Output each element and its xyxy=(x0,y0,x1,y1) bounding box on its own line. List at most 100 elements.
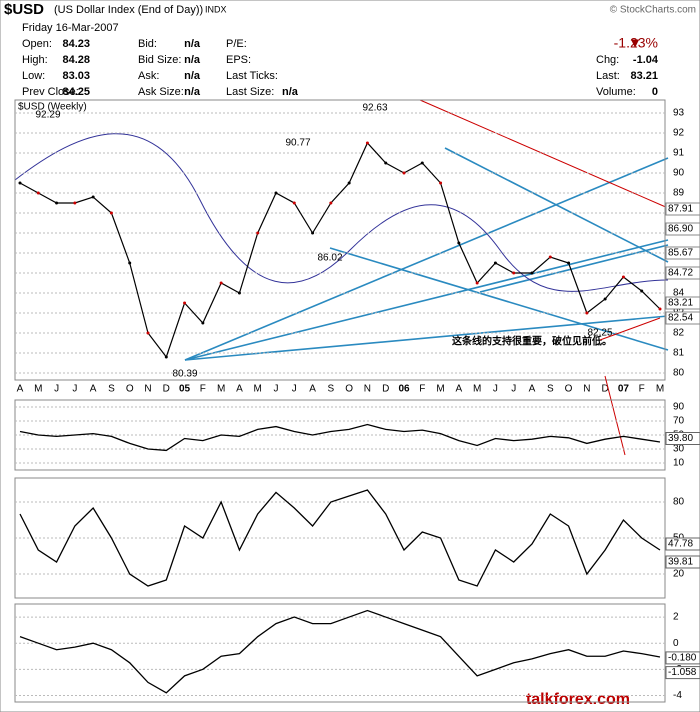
x-tick-label: O xyxy=(565,384,573,395)
x-tick-label: J xyxy=(292,384,297,395)
field-label: Last: xyxy=(596,70,620,82)
note: 这条线的支持很重要，破位见前低。 xyxy=(452,335,612,348)
y-tick-label: 80 xyxy=(673,497,685,508)
watermark: talkforex.com xyxy=(526,691,630,708)
price-point xyxy=(164,355,168,359)
price-point xyxy=(530,271,534,275)
price-label-box xyxy=(665,296,700,310)
price-point xyxy=(274,191,278,195)
price-point xyxy=(55,201,59,205)
annotation: 82.25 xyxy=(587,328,612,339)
field-label: EPS: xyxy=(226,54,251,66)
x-tick-label: N xyxy=(144,384,151,395)
field-value: n/a xyxy=(282,86,299,98)
field-value: 83.21 xyxy=(630,70,658,82)
price-point xyxy=(183,301,187,305)
title: $USD xyxy=(4,1,44,18)
x-tick-label: J xyxy=(274,384,279,395)
price-point xyxy=(201,321,205,325)
last-label-box xyxy=(665,537,700,551)
field-value: n/a xyxy=(184,70,201,82)
x-tick-label: F xyxy=(639,384,645,395)
x-tick-label: O xyxy=(126,384,134,395)
field-label: Ask Size: xyxy=(138,86,184,98)
x-tick-label: A xyxy=(17,384,24,395)
last-label-box xyxy=(665,666,700,680)
price-label-box xyxy=(665,266,700,280)
price-point xyxy=(439,181,443,185)
field-label: Ask: xyxy=(138,70,159,82)
x-tick-label: M xyxy=(254,384,262,395)
field-label: Low: xyxy=(22,70,45,82)
price-point xyxy=(621,275,625,279)
field-label: Bid: xyxy=(138,38,157,50)
price-point xyxy=(329,201,333,205)
price-point xyxy=(585,311,589,315)
x-tick-label: 05 xyxy=(179,384,191,395)
y-tick-label: 90 xyxy=(673,402,685,413)
long-ma xyxy=(419,99,669,209)
price-point xyxy=(256,231,260,235)
x-tick-label: N xyxy=(583,384,590,395)
y-tick-label: 91 xyxy=(673,148,685,159)
annotation: 86.02 xyxy=(317,253,342,264)
price-point xyxy=(548,255,552,259)
x-tick-label: 07 xyxy=(618,384,630,395)
x-tick-label: S xyxy=(108,384,115,395)
x-tick-label: M xyxy=(217,384,225,395)
x-tick-label: M xyxy=(656,384,664,395)
series-line xyxy=(19,423,661,452)
price-label: 85.67 xyxy=(668,248,693,259)
last-label: 39.81 xyxy=(668,557,693,568)
panel-title: $USD (Weekly) xyxy=(18,102,87,113)
last-label-box xyxy=(665,555,700,569)
price-point xyxy=(146,331,150,335)
moving-average xyxy=(14,133,669,292)
field-label: Last Ticks: xyxy=(226,70,278,82)
field-label: Prev Close: xyxy=(22,86,79,98)
price-point xyxy=(237,291,241,295)
field-value: 83.03 xyxy=(62,70,90,82)
price-label-box xyxy=(665,222,700,236)
change: -1.23% xyxy=(614,35,658,51)
series-line xyxy=(19,489,661,587)
x-tick-label: J xyxy=(54,384,59,395)
price-point xyxy=(36,191,40,195)
subtitle: (US Dollar Index (End of Day)) xyxy=(54,4,203,16)
field-value: n/a xyxy=(184,54,201,66)
last-label: -0.180 xyxy=(668,653,697,664)
x-tick-label: F xyxy=(419,384,425,395)
price-label-box xyxy=(665,311,700,325)
source: © StockCharts.com xyxy=(610,5,696,16)
last-label: 47.78 xyxy=(668,539,693,550)
x-tick-label: D xyxy=(602,384,609,395)
price-label: 87.91 xyxy=(668,204,693,215)
price-label: 83.21 xyxy=(668,298,693,309)
price-point xyxy=(73,201,77,205)
y-tick-label: 84 xyxy=(673,288,685,299)
x-tick-label: O xyxy=(345,384,353,395)
y-tick-label: 82 xyxy=(673,328,685,339)
annotation: 92.63 xyxy=(362,103,387,114)
note-arrow xyxy=(599,317,661,456)
x-tick-label: A xyxy=(456,384,463,395)
y-tick-label: 0 xyxy=(673,638,679,649)
field-label: Bid Size: xyxy=(138,54,181,66)
price-point xyxy=(311,231,315,235)
price-point xyxy=(658,307,662,311)
x-tick-label: S xyxy=(328,384,335,395)
annotation: 80.39 xyxy=(172,369,197,380)
price-point xyxy=(128,261,132,265)
x-tick-label: D xyxy=(163,384,170,395)
date: Friday 16-Mar-2007 xyxy=(22,22,119,34)
last-label-box xyxy=(665,432,700,445)
price-point xyxy=(384,161,388,165)
x-tick-label: D xyxy=(382,384,389,395)
x-tick-label: M xyxy=(34,384,42,395)
y-tick-label: -4 xyxy=(673,690,682,701)
x-tick-label: A xyxy=(529,384,536,395)
y-tick-label: 70 xyxy=(673,416,685,427)
x-tick-label: M xyxy=(473,384,481,395)
